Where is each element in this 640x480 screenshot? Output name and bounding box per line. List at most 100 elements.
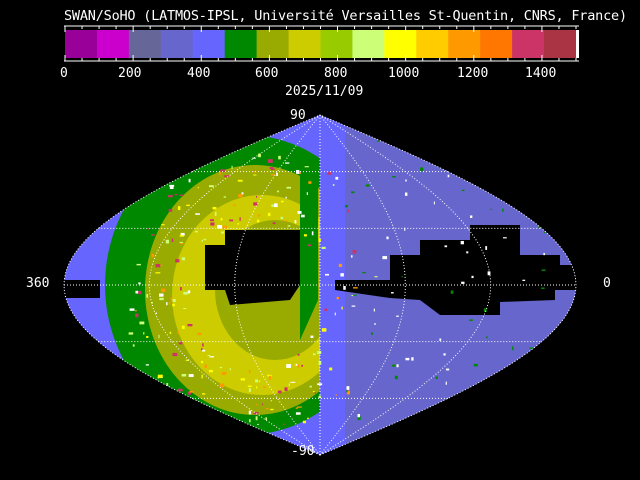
map-speckle [327,172,332,175]
colorbar-tick-label: 800 [324,66,348,81]
map-speckle [158,293,164,297]
map-speckle [201,374,203,379]
map-speckle [268,375,271,380]
lat-bottom-label: -90 [291,444,315,459]
map-speckle [186,204,190,207]
grid-meridian [319,114,577,456]
map-speckle [312,353,316,356]
map-speckle [318,395,321,399]
map-speckle [525,139,528,142]
map-speckle [248,388,251,392]
map-speckle [300,214,305,218]
map-speckle [334,312,336,316]
map-speckle [312,390,315,393]
map-speckle [343,286,346,290]
map-speckle [172,303,175,307]
map-speckle [253,174,257,176]
map-speckle [341,306,343,310]
map-speckle [168,209,173,212]
map-speckle [371,332,373,335]
map-speckle [280,200,284,203]
map-speckle [271,174,275,176]
map-speckle [486,336,488,339]
map-speckle [175,259,180,263]
map-speckle [529,347,533,350]
map-speckle [166,302,168,306]
map-speckle [272,222,276,225]
map-speckle [357,413,361,418]
colorbar-segment [416,30,449,58]
map-speckle [329,367,333,371]
colorbar-tick-label: 1400 [525,66,557,81]
colorbar-tick-label: 600 [255,66,279,81]
map-speckle [314,392,316,394]
map-speckle [377,140,380,142]
map-speckle [258,153,261,158]
map-speckle [138,282,141,285]
colorbar-segment [320,30,353,58]
no-data-region [64,280,100,298]
no-data-region [335,225,576,315]
map-speckle [404,192,408,196]
map-speckle [180,242,184,245]
map-speckle [245,432,249,436]
map-speckle [433,201,435,205]
map-speckle [252,157,256,159]
map-speckle [159,264,163,266]
map-speckle [239,217,241,221]
map-speckle [335,394,337,396]
map-speckle [365,184,370,187]
map-speckle [166,382,169,387]
map-speckle [273,203,278,208]
map-speckle [394,375,398,380]
map-speckle [435,376,438,379]
map-speckle [249,419,251,423]
map-speckle [297,364,300,368]
map-speckle [208,185,214,188]
map-speckle [420,167,424,172]
map-speckle [165,239,170,244]
map-speckle [541,269,546,271]
map-speckle [183,291,188,295]
map-speckle [462,140,466,144]
map-speckle [382,256,388,260]
map-speckle [336,296,340,300]
map-speckle [303,234,307,237]
map-speckle [507,173,509,175]
lon-right-label: 0 [603,276,611,291]
map-speckle [229,219,234,222]
map-speckle [521,395,523,397]
map-speckle [136,263,141,266]
map-speckle [317,350,322,354]
map-speckle [297,211,302,214]
map-speckle [373,308,375,312]
map-speckle [351,305,356,307]
map-speckle [232,204,237,206]
map-speckle [188,178,191,183]
map-speckle [183,307,187,310]
map-speckle [353,287,358,289]
map-speckle [392,364,396,367]
colorbar-segment [384,30,417,58]
map-speckle [241,438,243,441]
map-speckle [158,334,160,339]
colorbar-tick-label: 1200 [457,66,489,81]
map-speckle [396,364,399,368]
map-speckle [187,415,192,419]
map-speckle [253,412,259,415]
map-speckle [171,238,174,242]
map-speckle [445,381,447,385]
map-speckle [353,294,357,296]
map-speckle [238,194,243,198]
map-speckle [187,290,191,294]
map-speckle [461,189,465,192]
map-speckle [469,215,473,218]
map-speckle [170,297,173,302]
map-speckle [129,308,135,311]
colorbar-tick-label: 200 [118,66,142,81]
map-speckle [352,250,357,254]
map-speckle [179,235,184,237]
map-speckle [255,379,259,383]
map-speckle [543,252,545,256]
map-speckle [467,389,469,391]
